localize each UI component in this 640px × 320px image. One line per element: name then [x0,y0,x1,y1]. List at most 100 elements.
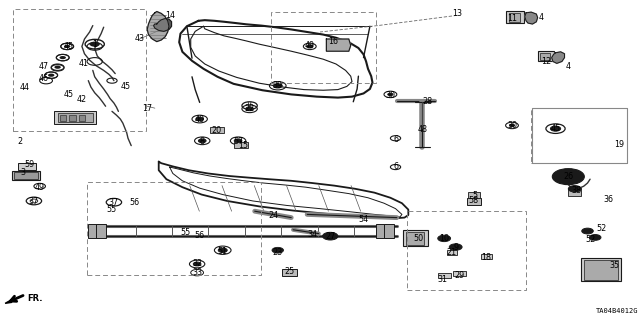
Text: 43: 43 [134,34,145,43]
Text: 15: 15 [238,141,248,150]
Text: 30: 30 [507,121,517,130]
Bar [538,51,554,61]
Text: 39: 39 [273,81,283,90]
Text: 36: 36 [603,195,613,204]
Text: 23: 23 [273,248,283,257]
Bar [14,172,38,179]
Text: 24: 24 [269,211,279,220]
Text: 49: 49 [35,183,45,192]
Bar [96,224,106,238]
Text: 50: 50 [413,234,424,243]
Circle shape [196,117,204,121]
Text: 16: 16 [328,37,338,46]
Circle shape [234,139,242,143]
Text: 52: 52 [596,224,607,233]
Text: 3: 3 [20,168,26,177]
Circle shape [218,248,227,252]
Bar [18,163,36,170]
Text: 42: 42 [77,95,87,104]
Text: 56: 56 [195,231,205,240]
Bar [532,108,627,163]
Circle shape [273,84,282,88]
Circle shape [438,235,451,242]
Text: 45: 45 [64,42,74,51]
Circle shape [582,228,593,234]
Bar [509,13,520,22]
Text: 37: 37 [109,198,119,207]
Bar [376,224,386,238]
Text: 17: 17 [142,104,152,113]
Bar [506,11,524,23]
Text: 40: 40 [195,115,205,124]
Text: 56: 56 [129,198,140,207]
Bar [540,53,550,60]
Text: 8: 8 [200,137,205,146]
Bar [271,12,376,83]
Bar [58,113,93,122]
Text: 4: 4 [538,13,543,22]
Text: 33: 33 [192,268,202,277]
Text: 49: 49 [305,41,315,50]
Bar [438,273,451,278]
Bar [531,108,627,163]
Circle shape [589,235,601,240]
Text: 31: 31 [438,275,448,284]
Text: 47: 47 [38,62,49,71]
Text: 2: 2 [17,137,22,146]
Bar [453,271,466,276]
Circle shape [48,74,54,77]
Text: 54: 54 [358,215,369,224]
Polygon shape [552,52,564,63]
Text: 6: 6 [393,135,398,144]
Text: 13: 13 [452,9,462,18]
Text: 6: 6 [393,162,398,171]
Circle shape [60,56,66,59]
Text: 27: 27 [325,232,335,241]
Text: TA04B4012G: TA04B4012G [596,308,639,314]
Bar [447,250,457,255]
Text: 59: 59 [24,160,35,169]
Circle shape [388,93,393,96]
Text: 4: 4 [565,62,570,71]
Circle shape [90,42,100,47]
Text: 30: 30 [385,91,396,100]
Text: 14: 14 [165,12,175,20]
Text: 10: 10 [439,234,449,243]
Bar [384,224,394,238]
Text: 19: 19 [614,140,625,149]
Bar [584,260,618,280]
Circle shape [307,45,313,48]
Text: 46: 46 [38,74,49,83]
Bar [60,115,66,121]
Text: 21: 21 [447,248,457,257]
Bar [69,115,76,121]
Polygon shape [147,12,169,42]
Bar [87,182,261,275]
Circle shape [509,124,515,127]
Polygon shape [525,12,538,24]
Bar [467,198,481,205]
Bar [282,269,297,276]
Text: 55: 55 [106,205,116,214]
Circle shape [449,244,462,250]
Bar [403,230,428,246]
Text: 35: 35 [609,261,620,270]
Circle shape [552,169,584,185]
Text: 5: 5 [472,191,477,200]
Circle shape [246,107,253,111]
Text: 45: 45 [64,90,74,99]
Bar [88,224,98,238]
Text: 1: 1 [92,40,97,49]
Circle shape [323,232,338,240]
Text: 37: 37 [29,197,39,206]
Text: 57: 57 [233,137,243,146]
Text: 45: 45 [120,82,131,91]
Text: 18: 18 [481,253,492,262]
Text: 12: 12 [541,57,551,66]
Bar [234,142,248,148]
Text: 20: 20 [211,126,221,135]
Text: 25: 25 [284,268,294,276]
Bar [568,188,581,196]
Bar [210,127,224,133]
Bar [54,111,96,124]
